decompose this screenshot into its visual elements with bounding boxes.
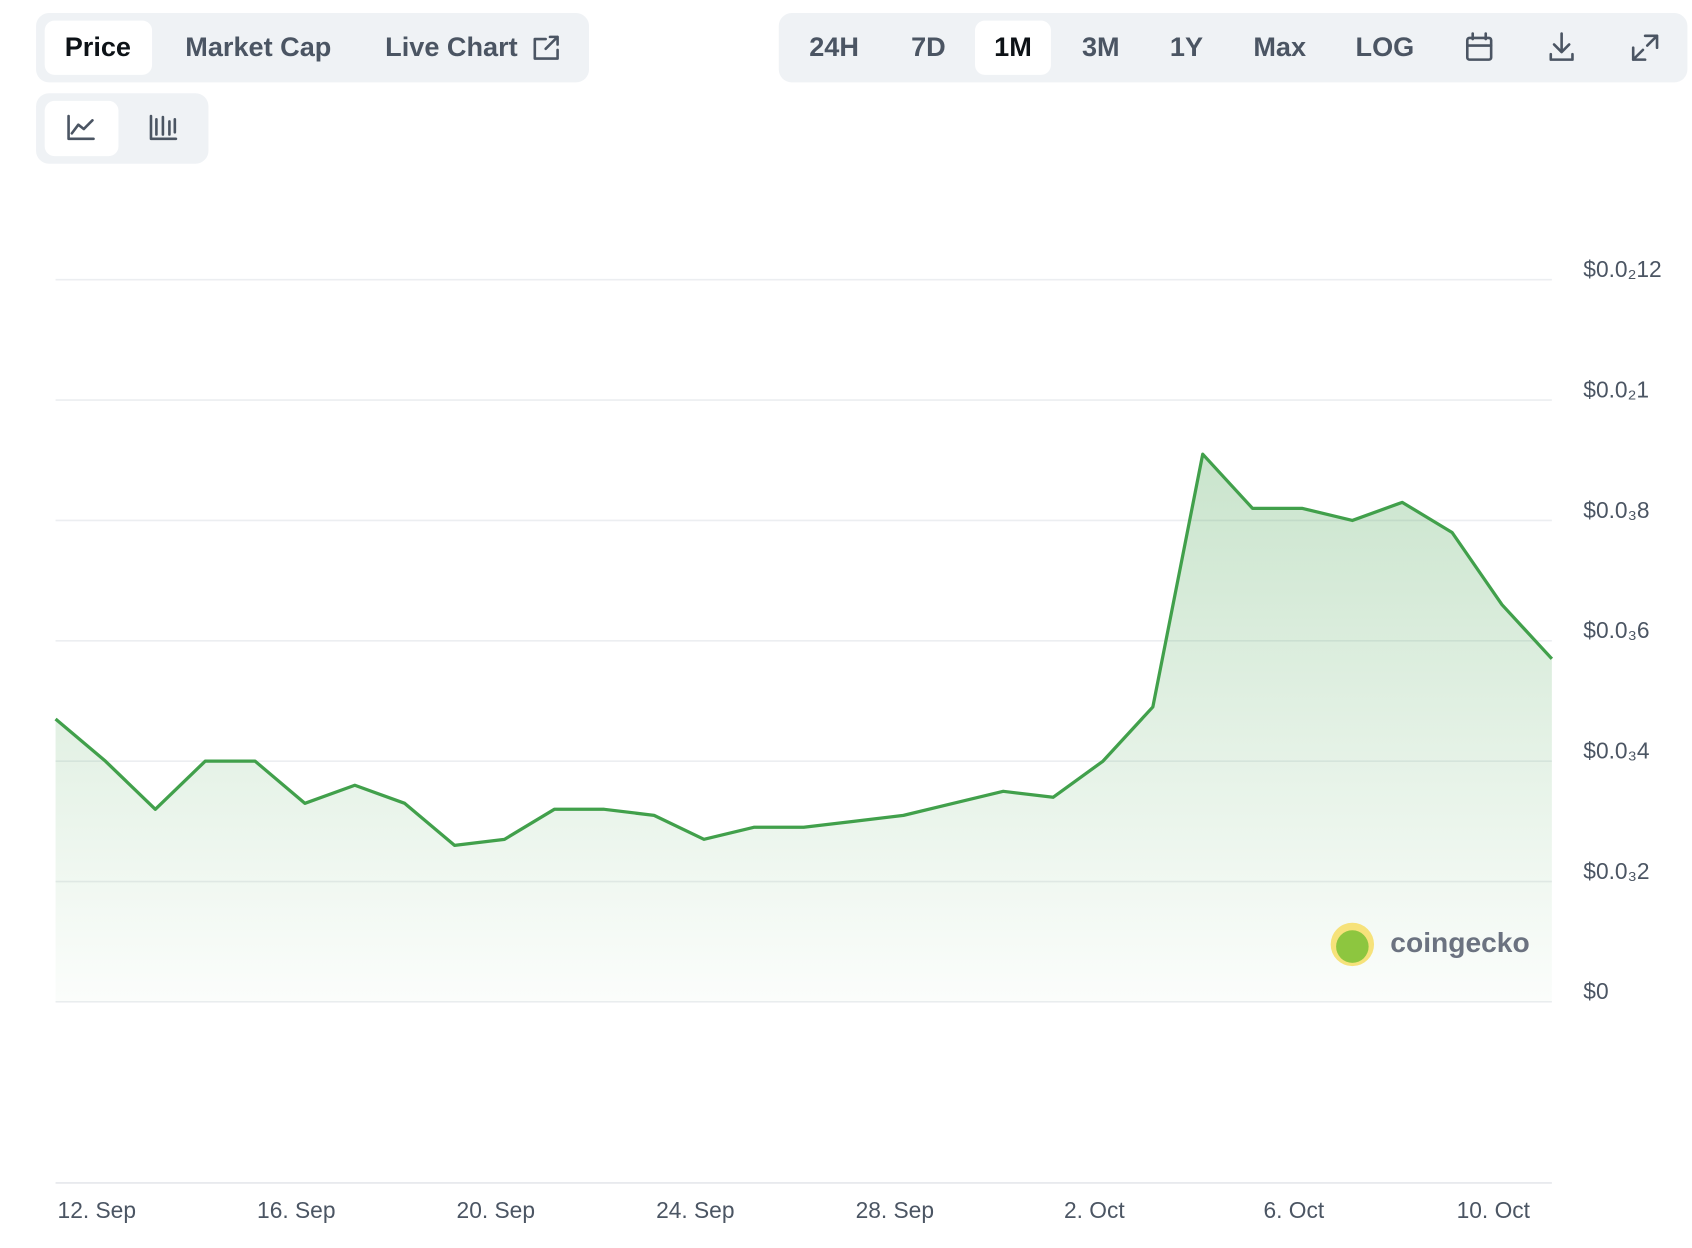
x-tick-label: 20. Sep bbox=[457, 1197, 535, 1223]
x-tick-label: 24. Sep bbox=[656, 1197, 734, 1223]
line-chart-icon bbox=[67, 114, 95, 141]
range-button[interactable]: 3M bbox=[1082, 31, 1120, 62]
price-line bbox=[54, 452, 1554, 848]
candlestick-icon[interactable] bbox=[149, 114, 178, 141]
external-link-icon bbox=[533, 35, 559, 60]
y-tick-label: $0 bbox=[1583, 978, 1608, 1004]
range-button[interactable]: 24H bbox=[809, 31, 859, 62]
y-tick-label: $0.0₃4 bbox=[1583, 738, 1649, 764]
range-button[interactable]: LOG bbox=[1356, 31, 1415, 62]
download-icon[interactable] bbox=[1549, 32, 1574, 61]
view-tab[interactable]: Market Cap bbox=[185, 31, 331, 62]
y-tick-label: $0.0₂12 bbox=[1583, 256, 1661, 282]
x-tick-label: 16. Sep bbox=[257, 1197, 335, 1223]
view-group bbox=[36, 13, 590, 83]
x-tick-label: 28. Sep bbox=[856, 1197, 934, 1223]
x-tick-label: 2. Oct bbox=[1064, 1197, 1125, 1223]
y-tick-label: $0.0₃6 bbox=[1583, 617, 1649, 643]
y-tick-label: $0.0₂1 bbox=[1583, 376, 1649, 402]
view-tab[interactable]: Live Chart bbox=[385, 31, 518, 62]
calendar-icon[interactable] bbox=[1465, 32, 1493, 61]
fullscreen-icon[interactable] bbox=[1631, 34, 1659, 61]
y-tick-label: $0.0₃8 bbox=[1583, 497, 1649, 523]
range-button[interactable]: 7D bbox=[911, 31, 946, 62]
x-tick-label: 10. Oct bbox=[1457, 1197, 1531, 1223]
watermark-text: coingecko bbox=[1390, 926, 1529, 958]
view-tab[interactable]: Price bbox=[65, 31, 131, 62]
x-tick-label: 6. Oct bbox=[1263, 1197, 1324, 1223]
watermark: coingecko bbox=[1330, 922, 1530, 967]
active-range bbox=[975, 20, 1051, 75]
active-view bbox=[44, 20, 153, 75]
x-tick-label: 12. Sep bbox=[58, 1197, 136, 1223]
range-button[interactable]: 1M bbox=[994, 31, 1032, 62]
price-area bbox=[55, 454, 1552, 1002]
logo bbox=[1336, 930, 1369, 963]
y-tick-label: $0.0₃2 bbox=[1583, 858, 1649, 884]
range-button[interactable]: Max bbox=[1253, 31, 1306, 62]
range-button[interactable]: 1Y bbox=[1170, 31, 1203, 62]
